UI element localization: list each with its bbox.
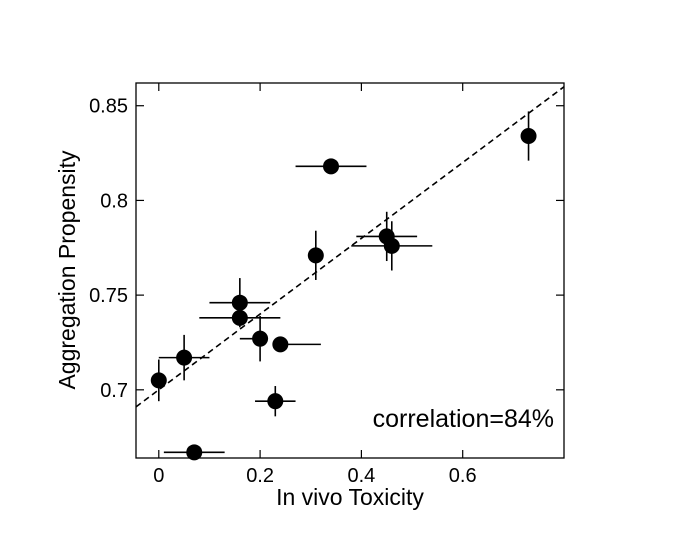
x-tick-label: 0.6 — [449, 465, 477, 487]
y-tick-label: 0.7 — [100, 380, 128, 402]
data-point — [231, 294, 248, 311]
data-points — [150, 111, 537, 461]
axis-ticks: 0 0.2 0.4 0.6 0.7 0.75 0.8 0.85 — [89, 83, 564, 487]
data-point — [520, 128, 537, 145]
data-point — [272, 336, 289, 353]
data-point — [383, 237, 400, 254]
x-tick-label: 0.2 — [246, 465, 274, 487]
data-point — [267, 393, 284, 410]
fit-line — [135, 86, 565, 408]
data-point — [323, 158, 340, 175]
data-point — [186, 444, 203, 461]
correlation-annotation: correlation=84% — [373, 405, 554, 433]
y-axis-title: Aggregation Propensity — [54, 150, 80, 390]
y-tick-label: 0.75 — [89, 285, 128, 307]
x-axis-title: In vivo Toxicity — [276, 484, 424, 510]
data-point — [231, 309, 248, 326]
data-point — [307, 247, 324, 264]
x-tick-label: 0 — [153, 465, 164, 487]
data-point — [252, 330, 269, 347]
data-point — [176, 349, 193, 366]
y-tick-label: 0.85 — [89, 96, 128, 118]
data-point — [150, 372, 167, 389]
plot-frame — [135, 82, 565, 459]
y-tick-label: 0.8 — [100, 190, 128, 212]
x-tick-label: 0.4 — [347, 465, 375, 487]
